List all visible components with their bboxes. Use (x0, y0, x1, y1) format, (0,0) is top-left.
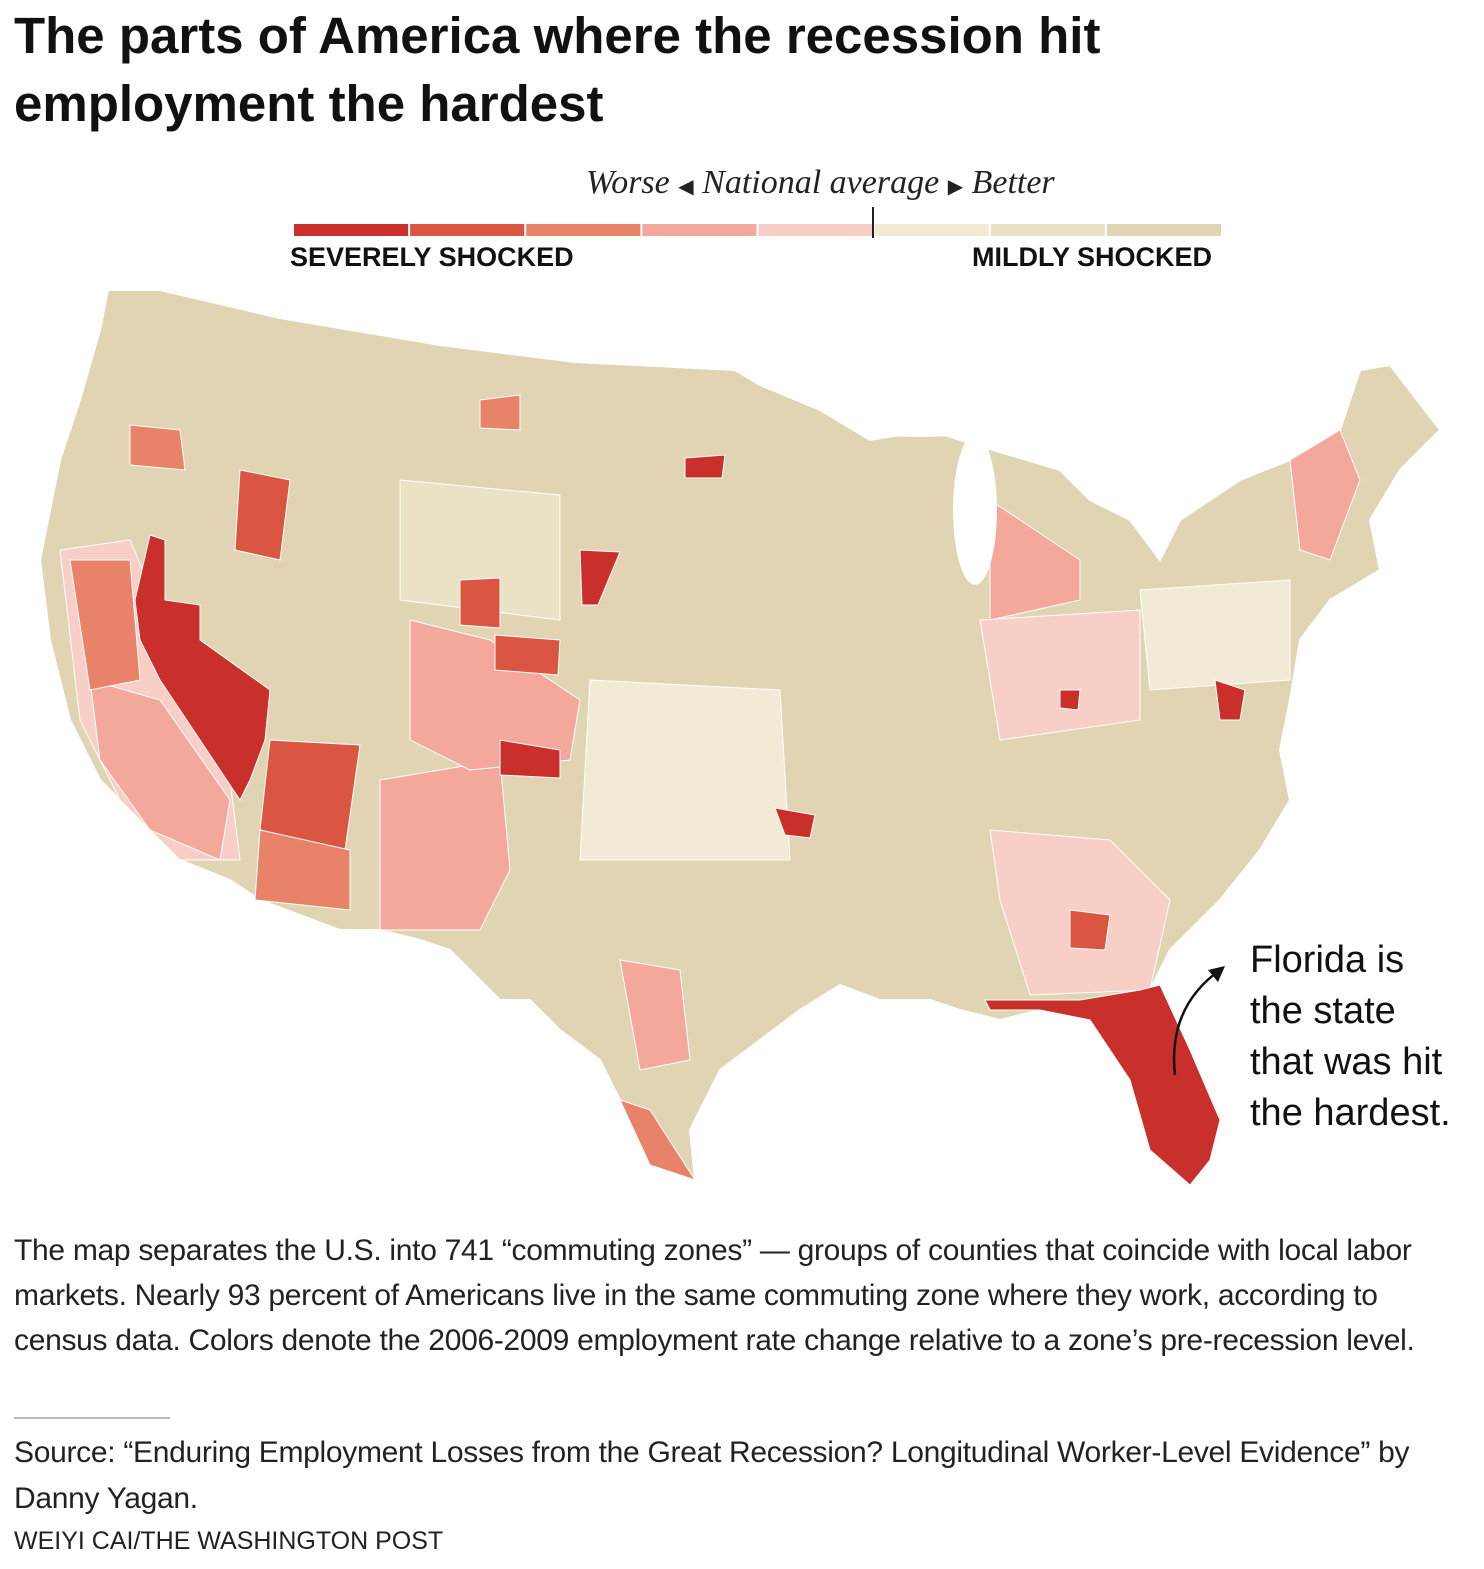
region (69, 559, 141, 691)
region (1059, 689, 1081, 711)
arrow-left: ◀ (678, 176, 694, 198)
legend-right-label: MILDLY SHOCKED (972, 242, 1213, 272)
region (129, 424, 186, 471)
region (234, 469, 291, 561)
legend-swatch (642, 224, 757, 236)
source: Source: “Enduring Employment Losses from… (14, 1436, 1410, 1515)
arrow-right: ▶ (947, 176, 964, 198)
region (619, 1099, 697, 1181)
legend-header: Worse ◀ National average ▶ Better (586, 164, 1055, 202)
legend-middle: National average (702, 164, 940, 201)
region (989, 499, 1081, 621)
region (89, 679, 231, 861)
region (774, 807, 816, 839)
legend-left-label: SEVERELY SHOCKED (290, 242, 574, 272)
region (579, 679, 791, 861)
description: The map separates the U.S. into 741 “com… (14, 1234, 1415, 1357)
region (459, 577, 501, 629)
annotation-line: Florida is (1250, 939, 1405, 981)
region (499, 739, 561, 779)
legend-swatch (758, 224, 873, 236)
credit: WEIYI CAI/THE WASHINGTON POST (14, 1527, 444, 1555)
region (409, 619, 581, 771)
legend-better: Better (971, 164, 1055, 201)
region (1069, 909, 1111, 951)
region (379, 759, 511, 931)
annotation-arrow (1172, 968, 1221, 1076)
region (1289, 429, 1361, 561)
region (984, 984, 1221, 1186)
annotation-line: that was hit (1250, 1041, 1443, 1083)
annotation-line: the state (1250, 990, 1396, 1032)
lake-superior (850, 413, 990, 437)
legend-swatch (294, 224, 409, 236)
annotation-line: the hardest. (1250, 1092, 1451, 1134)
legend-swatch (990, 224, 1105, 236)
annotation: Florida is the state that was hit the harde… (1250, 935, 1451, 1139)
region (479, 394, 521, 431)
region (619, 959, 691, 1071)
legend-swatch (874, 224, 989, 236)
title: The parts of America where the recession… (14, 7, 1101, 132)
region (494, 634, 561, 676)
region (979, 609, 1141, 741)
divider (14, 1417, 170, 1419)
lake-michigan (953, 435, 997, 585)
legend-swatch (1106, 224, 1221, 236)
region (1139, 579, 1291, 691)
legend-swatch (410, 224, 525, 236)
region (1214, 679, 1246, 721)
region (134, 534, 271, 801)
region (579, 549, 621, 606)
region (399, 479, 561, 621)
legend-swatch (526, 224, 641, 236)
region (684, 454, 726, 479)
legend-bar (294, 207, 1221, 238)
annotation-arrowhead (1208, 966, 1225, 982)
region (254, 829, 351, 911)
legend-worse: Worse (586, 164, 670, 201)
